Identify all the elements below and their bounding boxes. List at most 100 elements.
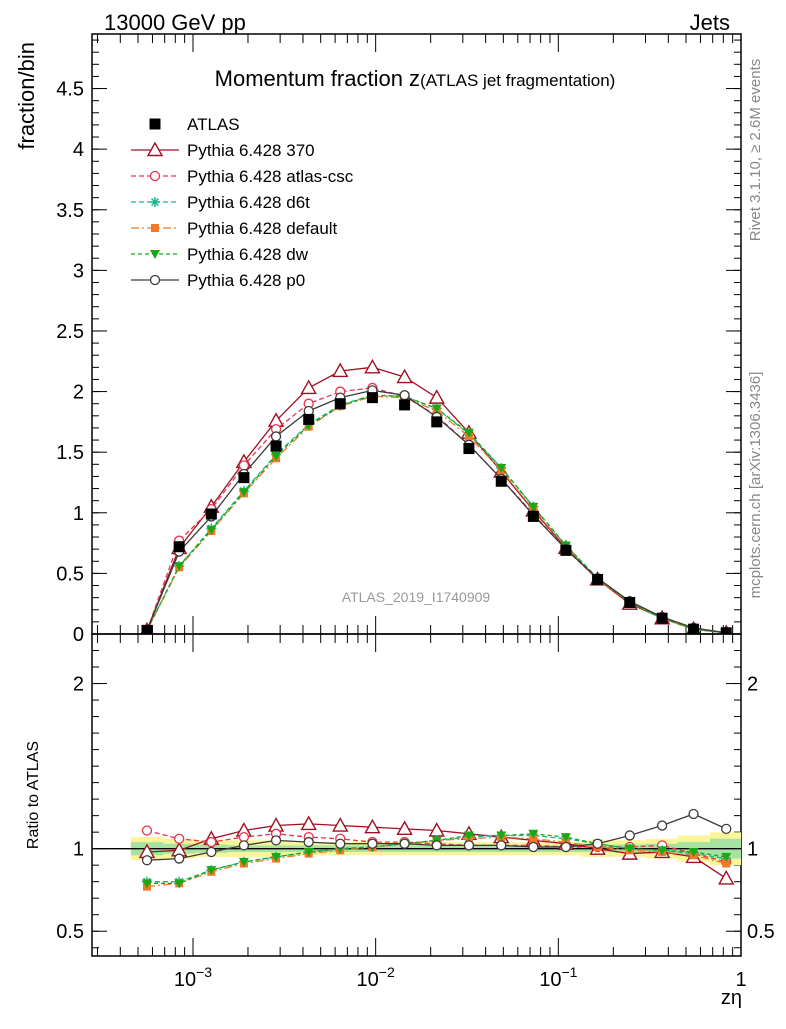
legend-entry-label: Pythia 6.428 dw <box>187 245 309 264</box>
legend-marker <box>150 197 160 207</box>
ratio-ytick-label: 0.5 <box>56 921 84 943</box>
ratio-series-point <box>303 847 314 857</box>
series-point <box>396 368 413 384</box>
atlas-data-point <box>366 392 378 404</box>
ratio-series-point <box>270 835 282 846</box>
legend-marker <box>151 224 159 232</box>
ratio-series-point <box>688 808 699 820</box>
ratio-ytick-label-right: 2 <box>747 674 758 696</box>
atlas-data-point <box>431 416 443 428</box>
atlas-data-point <box>141 624 153 634</box>
ratio-series-point <box>174 853 185 864</box>
ratio-series-point <box>206 866 217 876</box>
ratio-ytick-label: 2 <box>73 674 84 696</box>
main-ytick-label: 2 <box>73 382 84 404</box>
main-ytick-label: 3.5 <box>56 200 84 222</box>
main-ytick-label: 0.5 <box>56 563 84 585</box>
atlas-data-point <box>303 413 315 425</box>
ratio-series-point <box>238 840 250 851</box>
ratio-y-axis-label: Ratio to ATLAS <box>25 741 42 849</box>
ratio-series-point <box>624 844 635 854</box>
ratio-series-point <box>496 840 507 851</box>
ratio-series-point <box>657 846 668 856</box>
energy-label: 13000 GeV pp <box>104 10 246 35</box>
ratio-series-point <box>335 838 346 849</box>
analysis-watermark: ATLAS_2019_I1740909 <box>342 589 491 605</box>
main-ytick-label: 2.5 <box>56 321 84 343</box>
atlas-data-point <box>173 541 185 553</box>
series-point <box>399 390 410 401</box>
atlas-data-point <box>624 596 636 608</box>
ratio-series-point <box>624 830 635 841</box>
series-point <box>238 488 249 498</box>
ratio-series-point <box>271 852 282 862</box>
ratio-series-point <box>463 840 475 851</box>
legend-marker <box>149 274 161 286</box>
ratio-series-point <box>174 833 185 844</box>
series-point <box>528 502 539 512</box>
ratio-plot: 0.5 0.5 1 1 2 2 10−3 10−2 10−1 1 <box>56 633 775 991</box>
ratio-series-point <box>238 857 249 867</box>
atlas-data-point <box>720 627 732 634</box>
legend-entry-label: Pythia 6.428 d6t <box>187 193 310 212</box>
legend: ATLAS Pythia 6.428 370 Pythia 6.428 atlas-… <box>131 115 354 290</box>
atlas-data-point <box>592 573 604 585</box>
main-series-group <box>140 358 732 634</box>
ratio-series-point <box>141 855 153 866</box>
series-point <box>431 404 442 414</box>
chart-title-main: Momentum fraction z <box>215 66 420 91</box>
atlas-data-point <box>495 475 507 487</box>
ratio-series-point <box>528 841 539 853</box>
ratio-series-point <box>303 836 314 848</box>
series-point <box>300 379 317 395</box>
legend-entry-label: Pythia 6.428 370 <box>187 141 315 160</box>
ratio-series-point <box>560 841 572 853</box>
atlas-data-point <box>560 544 572 556</box>
ratio-series-point <box>656 820 668 831</box>
ratio-series-point <box>592 838 603 849</box>
ratio-series-point <box>396 820 413 836</box>
main-y-axis-label: fraction/bin <box>14 42 39 150</box>
ratio-series-point <box>722 859 731 868</box>
ratio-series-point <box>141 879 152 889</box>
series-point <box>364 358 381 374</box>
ratio-series-point <box>364 818 381 834</box>
series-point <box>463 428 474 438</box>
main-plot: 0 0.5 1 1.5 2 2.5 3 3.5 4 4.5 <box>56 33 742 646</box>
legend-entry-label: Pythia 6.428 default <box>187 219 338 238</box>
ratio-series-point <box>496 831 507 841</box>
series-point <box>174 562 185 572</box>
series-point <box>238 460 250 471</box>
legend-entry-label: ATLAS <box>187 115 240 134</box>
x-tick-label: 10−1 <box>539 964 577 991</box>
x-tick-label: 1 <box>735 969 746 991</box>
atlas-data-point <box>334 398 346 410</box>
ratio-frame <box>91 633 742 957</box>
ratio-series-point <box>721 823 732 835</box>
legend-entry-label: Pythia 6.428 atlas-csc <box>187 167 354 186</box>
atlas-data-point <box>688 623 700 634</box>
legend-entry-label: Pythia 6.428 p0 <box>187 271 305 290</box>
ratio-series-point <box>399 838 410 849</box>
ratio-series-point <box>300 815 317 831</box>
ratio-series-point <box>528 829 539 839</box>
legend-marker <box>146 141 164 157</box>
process-label: Jets <box>690 10 730 35</box>
series-point <box>332 362 349 378</box>
legend-marker <box>150 250 160 259</box>
x-tick-label: 10−2 <box>357 964 395 991</box>
main-ytick-label: 0 <box>73 624 84 646</box>
ratio-ytick-label: 1 <box>73 839 84 861</box>
x-axis-label: zη <box>721 987 742 1009</box>
ratio-ytick-label-right: 1 <box>747 839 758 861</box>
main-ytick-label: 4 <box>73 139 84 161</box>
ratio-series-point <box>367 838 378 849</box>
main-ytick-label: 4.5 <box>56 79 84 101</box>
ratio-series-point <box>721 852 732 862</box>
ratio-series-group <box>92 808 741 891</box>
main-ytick-label: 1.5 <box>56 442 84 464</box>
ratio-series-point <box>560 833 571 843</box>
series-point <box>271 451 282 461</box>
series-point <box>270 431 282 442</box>
